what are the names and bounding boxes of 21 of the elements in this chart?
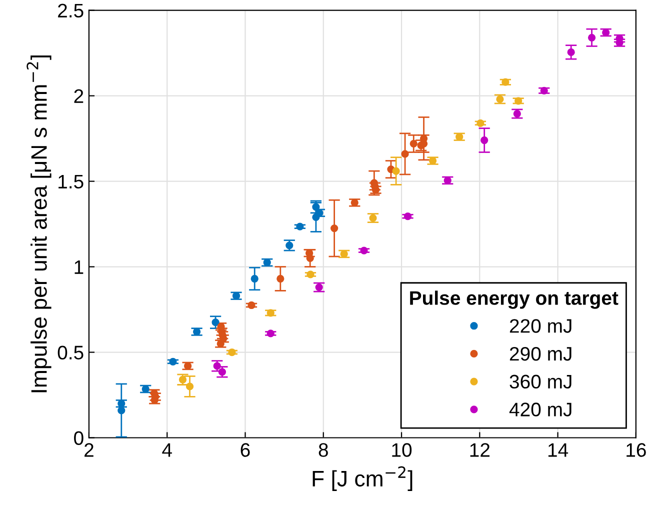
- x-tick-label: 8: [318, 443, 328, 457]
- x-tick-label: 6: [240, 443, 250, 457]
- x-axis-title: F [J cm$^{−2}$]: [312, 466, 412, 491]
- legend-label: 420 mJ: [509, 402, 572, 416]
- legend-label: 290 mJ: [510, 346, 572, 361]
- y-tick-label: 2.5: [58, 4, 84, 18]
- x-tick-label: 2: [84, 443, 94, 457]
- y-tick-label: 1.5: [58, 174, 84, 189]
- x-tick-label: 14: [548, 443, 568, 457]
- x-tick-label: 12: [470, 443, 490, 457]
- y-tick-label: 2: [74, 89, 84, 103]
- y-axis-title: Impulse per unit area [μN s mm$^{−2}$]: [26, 55, 52, 392]
- legend-label: 220 mJ: [510, 319, 572, 333]
- y-tick-label: 1: [74, 260, 84, 274]
- x-tick-label: 10: [392, 443, 412, 457]
- y-tick-label: 0: [74, 431, 84, 445]
- x-tick-label: 4: [162, 443, 172, 457]
- y-tick-label: 0.5: [58, 346, 84, 360]
- legend-label: 360 mJ: [510, 374, 572, 389]
- x-tick-label: 16: [626, 443, 646, 457]
- legend-title: Pulse energy on target: [410, 290, 618, 309]
